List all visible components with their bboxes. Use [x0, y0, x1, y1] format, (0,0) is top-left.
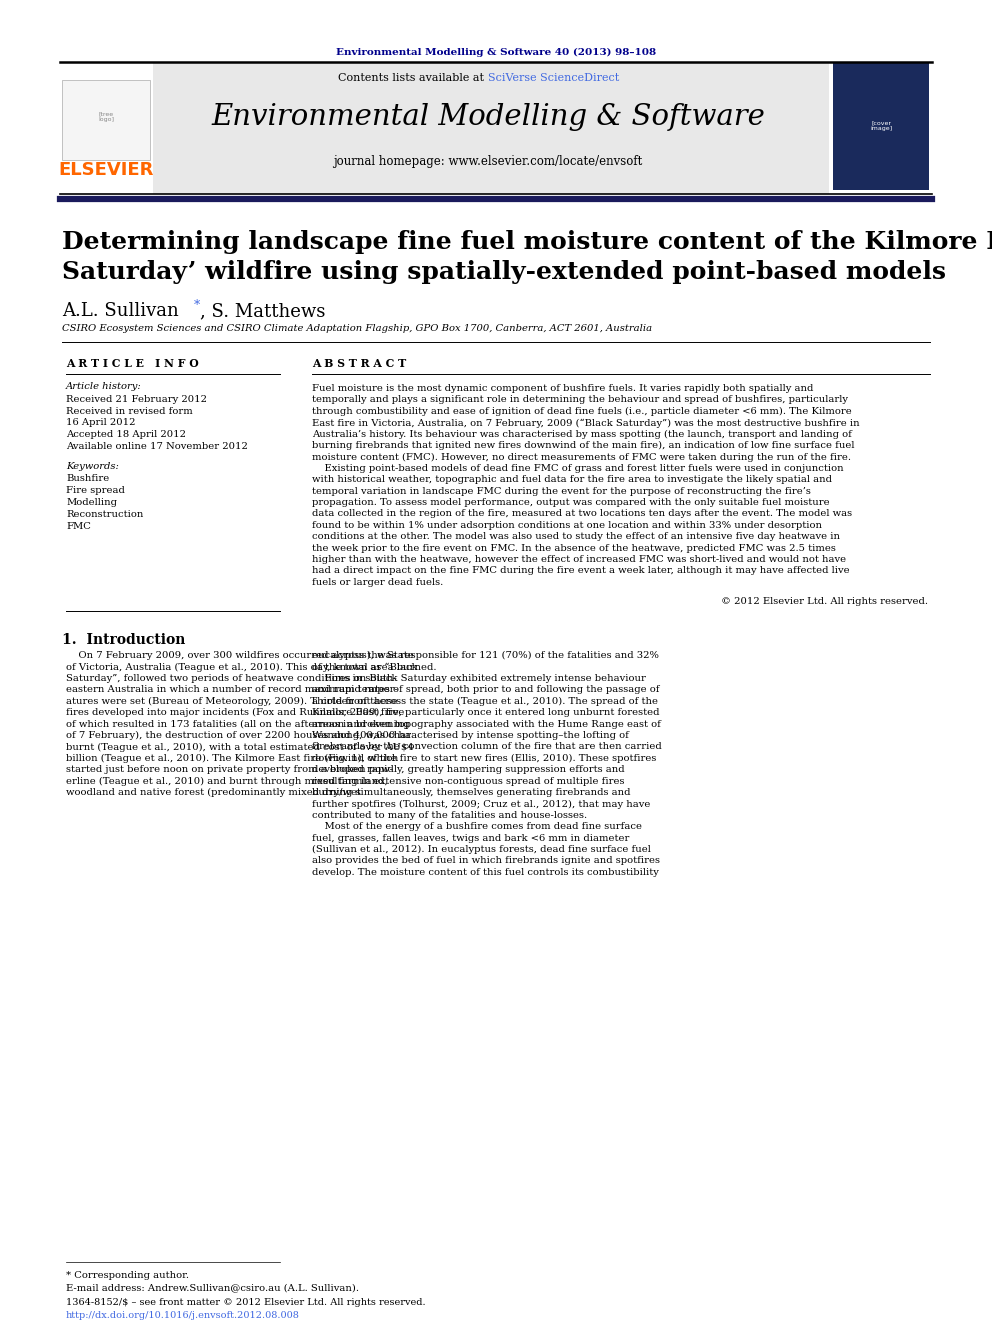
- Text: areas in broken topography associated with the Hume Range east of: areas in broken topography associated wi…: [312, 720, 661, 729]
- Text: erline (Teague et al., 2010) and burnt through mixed farmland,: erline (Teague et al., 2010) and burnt t…: [66, 777, 388, 786]
- Text: develop. The moisture content of this fuel controls its combustibility: develop. The moisture content of this fu…: [312, 868, 659, 877]
- Text: ELSEVIER: ELSEVIER: [59, 161, 154, 179]
- Text: of the total area burned.: of the total area burned.: [312, 663, 436, 672]
- Text: woodland and native forest (predominantly mixed dry/wet: woodland and native forest (predominantl…: [66, 789, 361, 798]
- Text: fuel, grasses, fallen leaves, twigs and bark <6 mm in diameter: fuel, grasses, fallen leaves, twigs and …: [312, 833, 629, 843]
- Text: Reconstruction: Reconstruction: [66, 509, 144, 519]
- Text: Bushfire: Bushfire: [66, 474, 109, 483]
- Text: journal homepage: www.elsevier.com/locate/envsoft: journal homepage: www.elsevier.com/locat…: [333, 156, 643, 168]
- Text: resulting in extensive non-contiguous spread of multiple fires: resulting in extensive non-contiguous sp…: [312, 777, 625, 786]
- Text: had a direct impact on the fine FMC during the fire event a week later, although: had a direct impact on the fine FMC duri…: [312, 566, 849, 576]
- Bar: [153, 62, 829, 194]
- Text: contributed to many of the fatalities and house-losses.: contributed to many of the fatalities an…: [312, 811, 587, 820]
- Text: Received 21 February 2012: Received 21 February 2012: [66, 396, 207, 404]
- Text: [cover
image]: [cover image]: [870, 120, 892, 131]
- Text: propagation. To assess model performance, output was compared with the only suit: propagation. To assess model performance…: [312, 497, 829, 507]
- Text: moisture content (FMC). However, no direct measurements of FMC were taken during: moisture content (FMC). However, no dire…: [312, 452, 851, 462]
- Text: and rapid rates of spread, both prior to and following the passage of: and rapid rates of spread, both prior to…: [312, 685, 660, 695]
- Text: atures were set (Bureau of Meteorology, 2009). Thirteen of these: atures were set (Bureau of Meteorology, …: [66, 697, 398, 706]
- Text: , S. Matthews: , S. Matthews: [200, 302, 325, 320]
- Text: through combustibility and ease of ignition of dead fine fuels (i.e., particle d: through combustibility and ease of ignit…: [312, 406, 852, 415]
- Text: the week prior to the fire event on FMC. In the absence of the heatwave, predict: the week prior to the fire event on FMC.…: [312, 544, 836, 553]
- Text: CSIRO Ecosystem Sciences and CSIRO Climate Adaptation Flagship, GPO Box 1700, Ca: CSIRO Ecosystem Sciences and CSIRO Clima…: [62, 324, 652, 333]
- Bar: [833, 62, 929, 191]
- Text: also provides the bed of fuel in which firebrands ignite and spotfires: also provides the bed of fuel in which f…: [312, 856, 660, 865]
- Text: fuels or larger dead fuels.: fuels or larger dead fuels.: [312, 578, 443, 587]
- Text: Available online 17 November 2012: Available online 17 November 2012: [66, 442, 248, 451]
- Text: started just before noon on private property from a broken pow-: started just before noon on private prop…: [66, 765, 393, 774]
- Text: downwind of the fire to start new fires (Ellis, 2010). These spotfires: downwind of the fire to start new fires …: [312, 754, 657, 763]
- Text: Received in revised form: Received in revised form: [66, 407, 192, 415]
- Text: SciVerse ScienceDirect: SciVerse ScienceDirect: [488, 73, 619, 83]
- Text: 16 April 2012: 16 April 2012: [66, 418, 136, 427]
- Text: of which resulted in 173 fatalities (all on the afternoon and evening: of which resulted in 173 fatalities (all…: [66, 720, 410, 729]
- Text: E-mail address: Andrew.Sullivan@csiro.au (A.L. Sullivan).: E-mail address: Andrew.Sullivan@csiro.au…: [66, 1283, 359, 1293]
- Text: Fire spread: Fire spread: [66, 486, 125, 495]
- Text: higher than with the heatwave, however the effect of increased FMC was short-liv: higher than with the heatwave, however t…: [312, 556, 846, 564]
- Text: FMC: FMC: [66, 523, 91, 531]
- Text: burning firebrands that ignited new fires downwind of the main fire), an indicat: burning firebrands that ignited new fire…: [312, 441, 854, 450]
- Text: A R T I C L E   I N F O: A R T I C L E I N F O: [66, 359, 198, 369]
- Text: Existing point-based models of dead fine FMC of grass and forest litter fuels we: Existing point-based models of dead fine…: [312, 464, 843, 472]
- Text: Contents lists available at: Contents lists available at: [338, 73, 488, 83]
- Text: temporal variation in landscape FMC during the event for the purpose of reconstr: temporal variation in landscape FMC duri…: [312, 487, 810, 496]
- Text: eastern Australia in which a number of record maximum temper-: eastern Australia in which a number of r…: [66, 685, 398, 695]
- Text: billion (Teague et al., 2010). The Kilmore East fire (Fig. 1), which: billion (Teague et al., 2010). The Kilmo…: [66, 754, 399, 763]
- Text: of 7 February), the destruction of over 2200 houses and 400,000 ha: of 7 February), the destruction of over …: [66, 732, 411, 740]
- Text: 1.  Introduction: 1. Introduction: [62, 634, 186, 647]
- Text: Most of the energy of a bushfire comes from dead fine surface: Most of the energy of a bushfire comes f…: [312, 822, 642, 831]
- Text: developed rapidly, greatly hampering suppression efforts and: developed rapidly, greatly hampering sup…: [312, 765, 625, 774]
- Text: firebrands by the convection column of the fire that are then carried: firebrands by the convection column of t…: [312, 742, 662, 751]
- Text: burnt (Teague et al., 2010), with a total estimated cost of over AU$4: burnt (Teague et al., 2010), with a tota…: [66, 742, 414, 751]
- Text: On 7 February 2009, over 300 wildfires occurred across the State: On 7 February 2009, over 300 wildfires o…: [66, 651, 414, 660]
- Text: Keywords:: Keywords:: [66, 462, 119, 471]
- Text: Accepted 18 April 2012: Accepted 18 April 2012: [66, 430, 186, 439]
- Text: 1364-8152/$ – see front matter © 2012 Elsevier Ltd. All rights reserved.: 1364-8152/$ – see front matter © 2012 El…: [66, 1298, 426, 1307]
- Text: Wandong, was characterised by intense spotting–the lofting of: Wandong, was characterised by intense sp…: [312, 732, 629, 740]
- Text: Fires on Black Saturday exhibited extremely intense behaviour: Fires on Black Saturday exhibited extrem…: [312, 673, 646, 683]
- Text: fires developed into major incidents (Fox and Runnalls, 2009), five: fires developed into major incidents (Fo…: [66, 708, 405, 717]
- Text: burning simultaneously, themselves generating firebrands and: burning simultaneously, themselves gener…: [312, 789, 631, 796]
- Bar: [62, 79, 150, 160]
- Text: Saturday”, followed two periods of heatwave conditions in south-: Saturday”, followed two periods of heatw…: [66, 673, 397, 683]
- Text: Article history:: Article history:: [66, 382, 142, 392]
- Text: conditions at the other. The model was also used to study the effect of an inten: conditions at the other. The model was a…: [312, 532, 840, 541]
- Text: A.L. Sullivan: A.L. Sullivan: [62, 302, 179, 320]
- Text: data collected in the region of the fire, measured at two locations ten days aft: data collected in the region of the fire…: [312, 509, 852, 519]
- Text: temporally and plays a significant role in determining the behaviour and spread : temporally and plays a significant role …: [312, 396, 848, 405]
- Text: Environmental Modelling & Software: Environmental Modelling & Software: [211, 103, 765, 131]
- Text: Environmental Modelling & Software 40 (2013) 98–108: Environmental Modelling & Software 40 (2…: [336, 48, 656, 57]
- Text: of Victoria, Australia (Teague et al., 2010). This day, known as “Black: of Victoria, Australia (Teague et al., 2…: [66, 663, 418, 672]
- Text: Fuel moisture is the most dynamic component of bushfire fuels. It varies rapidly: Fuel moisture is the most dynamic compon…: [312, 384, 813, 393]
- Text: eucalyptus), was responsible for 121 (70%) of the fatalities and 32%: eucalyptus), was responsible for 121 (70…: [312, 651, 659, 660]
- Text: (Sullivan et al., 2012). In eucalyptus forests, dead fine surface fuel: (Sullivan et al., 2012). In eucalyptus f…: [312, 845, 651, 855]
- Text: Australia’s history. Its behaviour was characterised by mass spotting (the launc: Australia’s history. Its behaviour was c…: [312, 430, 852, 439]
- Text: *: *: [194, 299, 200, 312]
- Text: Kilmore East fire, particularly once it entered long unburnt forested: Kilmore East fire, particularly once it …: [312, 708, 660, 717]
- Text: * Corresponding author.: * Corresponding author.: [66, 1271, 189, 1279]
- Text: http://dx.doi.org/10.1016/j.envsoft.2012.08.008: http://dx.doi.org/10.1016/j.envsoft.2012…: [66, 1311, 300, 1320]
- Text: found to be within 1% under adsorption conditions at one location and within 33%: found to be within 1% under adsorption c…: [312, 521, 822, 529]
- Text: Modelling: Modelling: [66, 497, 117, 507]
- Text: further spotfires (Tolhurst, 2009; Cruz et al., 2012), that may have: further spotfires (Tolhurst, 2009; Cruz …: [312, 799, 651, 808]
- Text: © 2012 Elsevier Ltd. All rights reserved.: © 2012 Elsevier Ltd. All rights reserved…: [721, 597, 928, 606]
- Text: with historical weather, topographic and fuel data for the fire area to investig: with historical weather, topographic and…: [312, 475, 832, 484]
- Text: a cold front across the state (Teague et al., 2010). The spread of the: a cold front across the state (Teague et…: [312, 697, 658, 706]
- Text: A B S T R A C T: A B S T R A C T: [312, 359, 407, 369]
- Text: [tree
logo]: [tree logo]: [98, 111, 114, 123]
- Text: East fire in Victoria, Australia, on 7 February, 2009 (“Black Saturday”) was the: East fire in Victoria, Australia, on 7 F…: [312, 418, 860, 427]
- Text: Determining landscape fine fuel moisture content of the Kilmore East ‘Black
Satu: Determining landscape fine fuel moisture…: [62, 230, 992, 283]
